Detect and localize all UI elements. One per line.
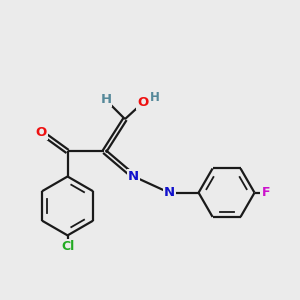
Text: Cl: Cl: [61, 240, 74, 253]
Text: N: N: [128, 170, 140, 183]
Text: O: O: [137, 96, 148, 110]
Text: F: F: [262, 186, 270, 199]
Text: N: N: [164, 186, 175, 199]
Text: H: H: [150, 91, 160, 104]
Text: O: O: [35, 126, 47, 139]
Text: H: H: [100, 93, 111, 106]
